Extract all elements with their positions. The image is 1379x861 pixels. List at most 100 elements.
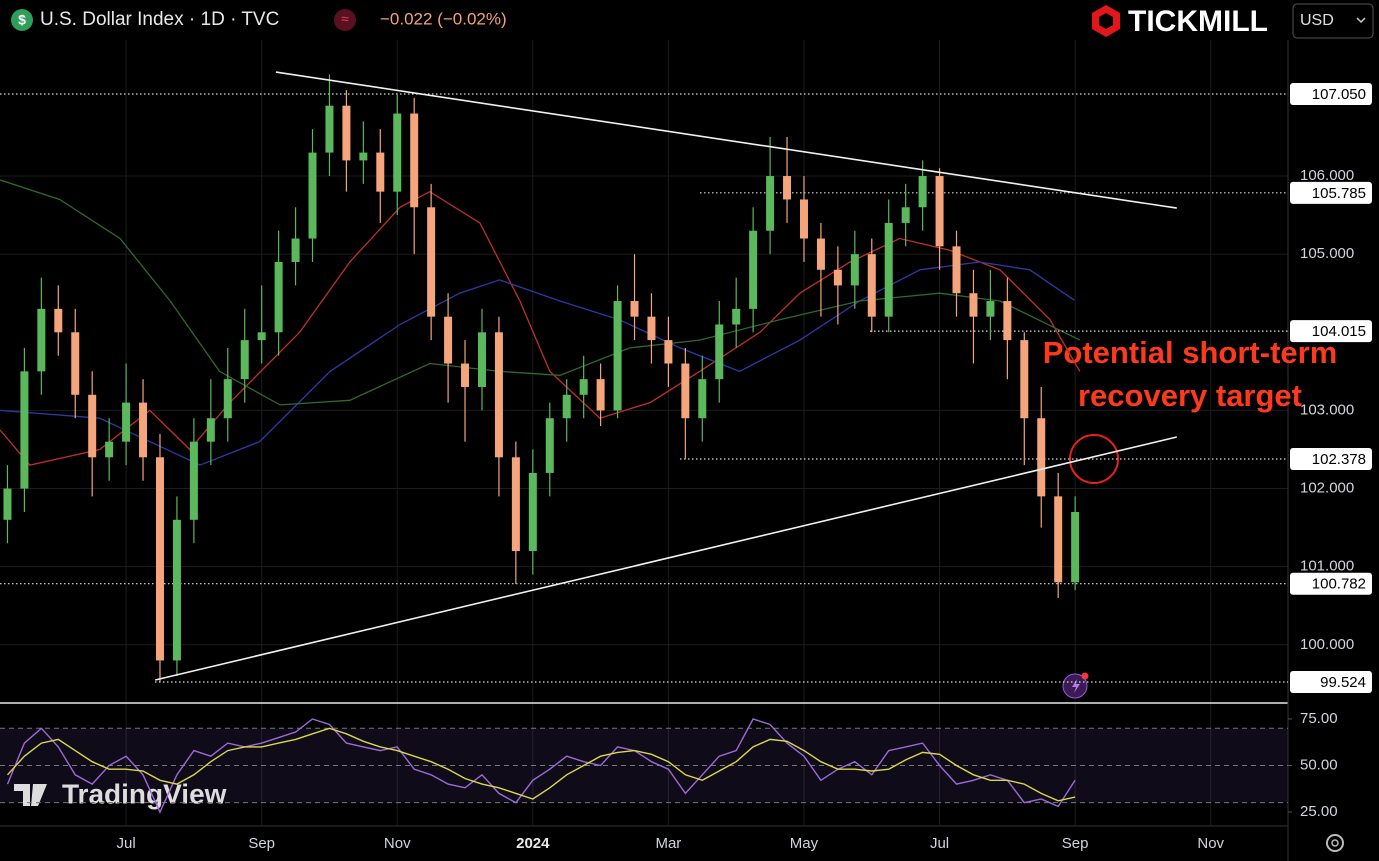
candle-body [291, 238, 300, 262]
candle-body [1003, 301, 1012, 341]
status-icon [334, 9, 356, 31]
candle-body [494, 332, 503, 458]
candle-body [88, 394, 97, 458]
y-tick-label: 50.00 [1300, 756, 1338, 773]
y-tick-label: 105.000 [1300, 245, 1354, 262]
candle-body [613, 301, 622, 411]
x-tick-label: Jul [116, 835, 135, 852]
candle-body [1071, 511, 1080, 583]
settings-icon[interactable] [1326, 834, 1344, 852]
y-tick-label: 100.000 [1300, 636, 1354, 653]
x-tick-label: Sep [1062, 835, 1089, 852]
candle-body [376, 152, 385, 192]
candle-body [461, 363, 470, 387]
candle-body [816, 238, 825, 270]
level-label: 100.782 [1312, 576, 1366, 593]
candle-body [325, 105, 334, 153]
candle-body [274, 261, 283, 333]
y-tick-label: 101.000 [1300, 558, 1354, 575]
candle-body [918, 176, 927, 208]
candle-body [393, 113, 402, 192]
x-tick-label: May [790, 835, 819, 852]
candle-body [155, 457, 164, 661]
candle-body [986, 301, 995, 317]
candle-body [122, 402, 131, 442]
candle-body [884, 222, 893, 317]
top-strip [0, 0, 1379, 4]
candle-body [1054, 496, 1063, 583]
level-label-box [1290, 670, 1372, 693]
candle-body [71, 332, 80, 395]
candle-body [647, 316, 656, 341]
candle-body [3, 488, 12, 520]
moving-average [0, 190, 1081, 466]
candle-body [766, 176, 775, 231]
alert-dot [1081, 672, 1089, 680]
candle-body [833, 269, 842, 286]
candle-body [359, 152, 368, 161]
dropdown-chevron [1356, 17, 1366, 24]
x-tick-label: Nov [1197, 835, 1224, 852]
settings-icon-center [1331, 839, 1339, 847]
symbol-title[interactable]: U.S. Dollar Index · 1D · TVC [40, 9, 279, 30]
candle-body [596, 379, 605, 411]
candle-body [172, 519, 181, 661]
candle-body [105, 441, 114, 458]
brand-logo-inner [1099, 13, 1113, 29]
y-tick-label: 25.00 [1300, 803, 1338, 820]
annotation-line: recovery target [1078, 378, 1302, 413]
candle-body [308, 152, 317, 239]
candle-body [901, 207, 910, 223]
candle-body [664, 340, 673, 364]
candle-body [715, 324, 724, 380]
watermark-logo [14, 784, 47, 806]
candle-body [223, 379, 232, 419]
brand-name: TICKMILL [1128, 5, 1268, 38]
candle-body [139, 402, 148, 458]
candle-body [444, 316, 453, 364]
candle-body [189, 441, 198, 520]
candle-body [477, 332, 486, 387]
candle-body [410, 113, 419, 208]
candle-body [579, 379, 588, 395]
y-tick-label: 75.00 [1300, 710, 1338, 727]
currency-dropdown[interactable] [1292, 3, 1374, 39]
x-tick-label: Sep [248, 835, 275, 852]
candle-body [1037, 418, 1046, 497]
alert-bolt [1072, 679, 1080, 693]
candle-body [630, 301, 639, 317]
candle-body [749, 230, 758, 309]
level-label-box [1290, 320, 1372, 343]
status-glyph: ≈ [341, 11, 349, 27]
level-label-box [1290, 181, 1372, 204]
annotation-line: Potential short-term [1043, 335, 1338, 370]
candle-body [54, 308, 63, 333]
candle-body [799, 199, 808, 239]
x-tick-label: 2024 [516, 835, 550, 852]
candle-body [545, 418, 554, 473]
candle-body [850, 254, 859, 286]
level-label: 99.524 [1320, 674, 1366, 691]
candle-body [342, 105, 351, 161]
candle-body [257, 332, 266, 341]
candle-body [867, 254, 876, 317]
x-tick-label: Mar [655, 835, 681, 852]
x-tick-label: Jul [930, 835, 949, 852]
candle-body [681, 363, 690, 419]
target-circle [1069, 434, 1119, 484]
price-change: −0.022 (−0.02%) [380, 9, 507, 28]
level-label-box [1290, 448, 1372, 471]
candle-body [952, 246, 961, 294]
level-label: 102.378 [1312, 451, 1366, 468]
candle-body [935, 176, 944, 247]
trendline [275, 71, 1177, 209]
candle-body [240, 340, 249, 380]
currency-label: USD [1300, 12, 1334, 29]
level-label: 107.050 [1312, 86, 1366, 103]
candle-body [528, 472, 537, 552]
candle-body [511, 457, 520, 552]
y-tick-label: 106.000 [1300, 167, 1354, 184]
rsi-line [6, 718, 1076, 814]
